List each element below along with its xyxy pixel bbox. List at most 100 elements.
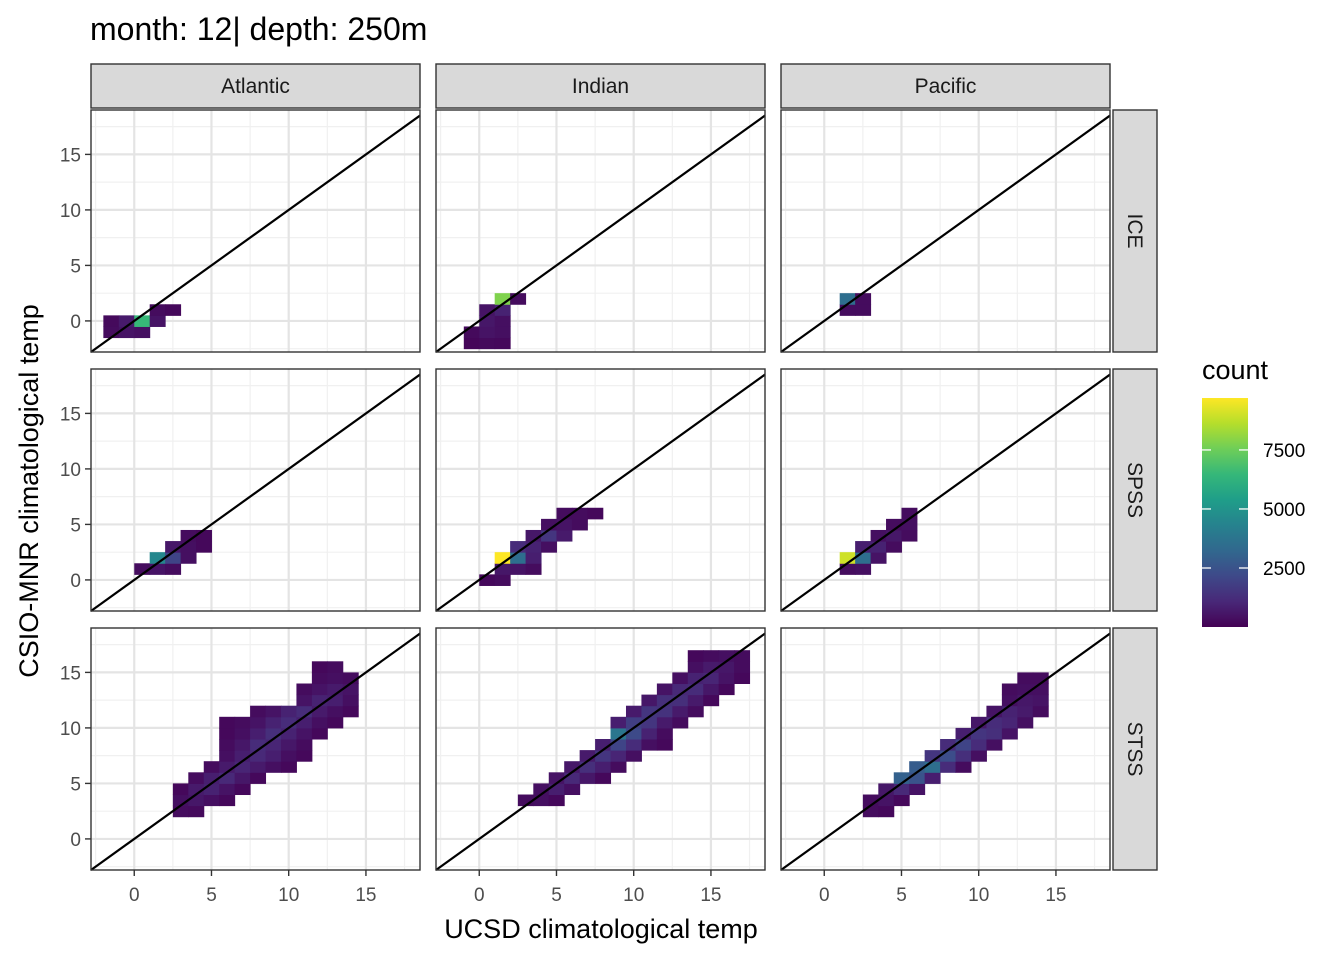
x-tick-label: 0 — [819, 885, 830, 906]
heatmap-cell — [265, 705, 282, 718]
heatmap-cell — [656, 727, 673, 740]
heatmap-cell — [687, 661, 704, 673]
heatmap-cell — [595, 772, 612, 784]
y-tick-label: 0 — [70, 312, 81, 333]
heatmap-cell — [311, 705, 328, 718]
heatmap-cell — [579, 750, 596, 762]
heatmap-cell — [165, 304, 182, 316]
panel-atlantic-stss — [90, 627, 421, 871]
heatmap-cell — [327, 672, 344, 685]
heatmap-cell — [955, 761, 972, 773]
heatmap-cell — [1001, 683, 1018, 696]
heatmap-cell — [986, 739, 1003, 751]
strip-background — [435, 63, 766, 109]
heatmap-cell — [878, 794, 895, 807]
heatmap-cell — [641, 694, 658, 707]
heatmap-cell — [955, 750, 972, 762]
heatmap-cell — [703, 683, 720, 696]
heatmap-cell — [970, 739, 987, 751]
heatmap-cell — [571, 507, 588, 520]
heatmap-cell — [494, 293, 511, 305]
heatmap-cell — [296, 705, 313, 718]
heatmap-cell — [327, 716, 344, 729]
heatmap-cell — [955, 727, 972, 740]
strips-layer: Atlantic Indian Pacific ICE SPSS STSS — [90, 63, 1158, 871]
heatmap-cell — [1017, 694, 1034, 707]
panel-border — [90, 109, 421, 353]
heatmap-cell — [641, 727, 658, 740]
colorbar-tick-label: 2500 — [1263, 559, 1305, 580]
heatmap-cell — [886, 541, 902, 553]
heatmap-cell — [541, 529, 557, 542]
heatmap-cell — [280, 716, 297, 729]
heatmap-cell — [219, 772, 236, 784]
heatmap-cell — [494, 574, 511, 586]
heatmap-cell — [311, 727, 328, 740]
y-tick-label: 15 — [60, 404, 81, 425]
heatmap-cell — [734, 661, 751, 673]
heatmap-cell — [280, 739, 297, 751]
heatmap-cell — [188, 772, 205, 784]
heatmap-cell — [924, 761, 941, 773]
heatmap-cell — [878, 783, 895, 796]
y-tick-label: 10 — [60, 201, 81, 222]
heatmap-cell — [656, 739, 673, 751]
heatmap-cell — [219, 716, 236, 729]
panel-border — [90, 627, 421, 871]
heatmap-cell — [280, 727, 297, 740]
x-tick-label: 15 — [700, 885, 721, 906]
identity-reference-line — [780, 373, 1111, 612]
heatmap-cell — [909, 783, 926, 796]
heatmap-cell — [1032, 694, 1049, 707]
heatmap-cell — [203, 772, 220, 784]
heatmap-cell — [188, 783, 205, 796]
heatmap-cell — [149, 304, 166, 316]
heatmap-cell — [134, 315, 151, 327]
heatmap-cell — [703, 694, 720, 707]
panel-atlantic-ice — [90, 109, 421, 353]
heatmap-cell — [250, 750, 267, 762]
heatmap-cell — [296, 750, 313, 762]
panel-pacific-spss — [780, 368, 1111, 612]
heatmap-cell — [703, 672, 720, 685]
heatmap-cell — [517, 794, 534, 807]
panel-border — [780, 109, 1111, 353]
heatmap-cell — [703, 661, 720, 673]
heatmap-cell — [587, 507, 604, 520]
heatmap-cell — [641, 705, 658, 718]
heatmap-cell — [940, 739, 957, 751]
heatmap-cell — [250, 705, 267, 718]
heatmap-cell — [250, 772, 267, 784]
heatmap-cell — [342, 705, 359, 718]
heatmap-cell — [234, 783, 251, 796]
heatmap-cell — [1017, 683, 1034, 696]
heatmap-cell — [296, 739, 313, 751]
heatmap-cell — [625, 705, 642, 718]
heatmap-cell — [839, 304, 856, 316]
heatmap-cell — [548, 772, 565, 784]
y-tick-label: 15 — [60, 145, 81, 166]
panel-atlantic-spss — [90, 368, 421, 612]
heatmap-cell — [901, 518, 918, 531]
heatmap-cell — [909, 761, 926, 773]
y-tick-label: 10 — [60, 719, 81, 740]
heatmap-cell — [311, 694, 328, 707]
x-tick-label: 15 — [355, 885, 376, 906]
column-strip-label: Pacific — [915, 75, 977, 98]
heatmap-cell — [172, 794, 189, 807]
heatmap-cell — [525, 552, 542, 564]
heatmap-cell — [219, 761, 236, 773]
heatmap-cell — [494, 326, 511, 339]
heatmap-cell — [870, 541, 887, 553]
row-strip-ice: ICE — [1112, 109, 1158, 353]
heatmap-cell — [510, 563, 527, 575]
heatmap-cell — [180, 541, 197, 553]
x-tick-label: 5 — [206, 885, 217, 906]
heatmap-cell — [564, 772, 581, 784]
heatmap-cell — [1001, 716, 1018, 729]
x-tick-label: 5 — [896, 885, 907, 906]
heatmap-cell — [219, 750, 236, 762]
heatmap-cell — [1001, 694, 1018, 707]
heatmap-cell — [479, 574, 496, 586]
heatmap-cell — [901, 529, 918, 542]
